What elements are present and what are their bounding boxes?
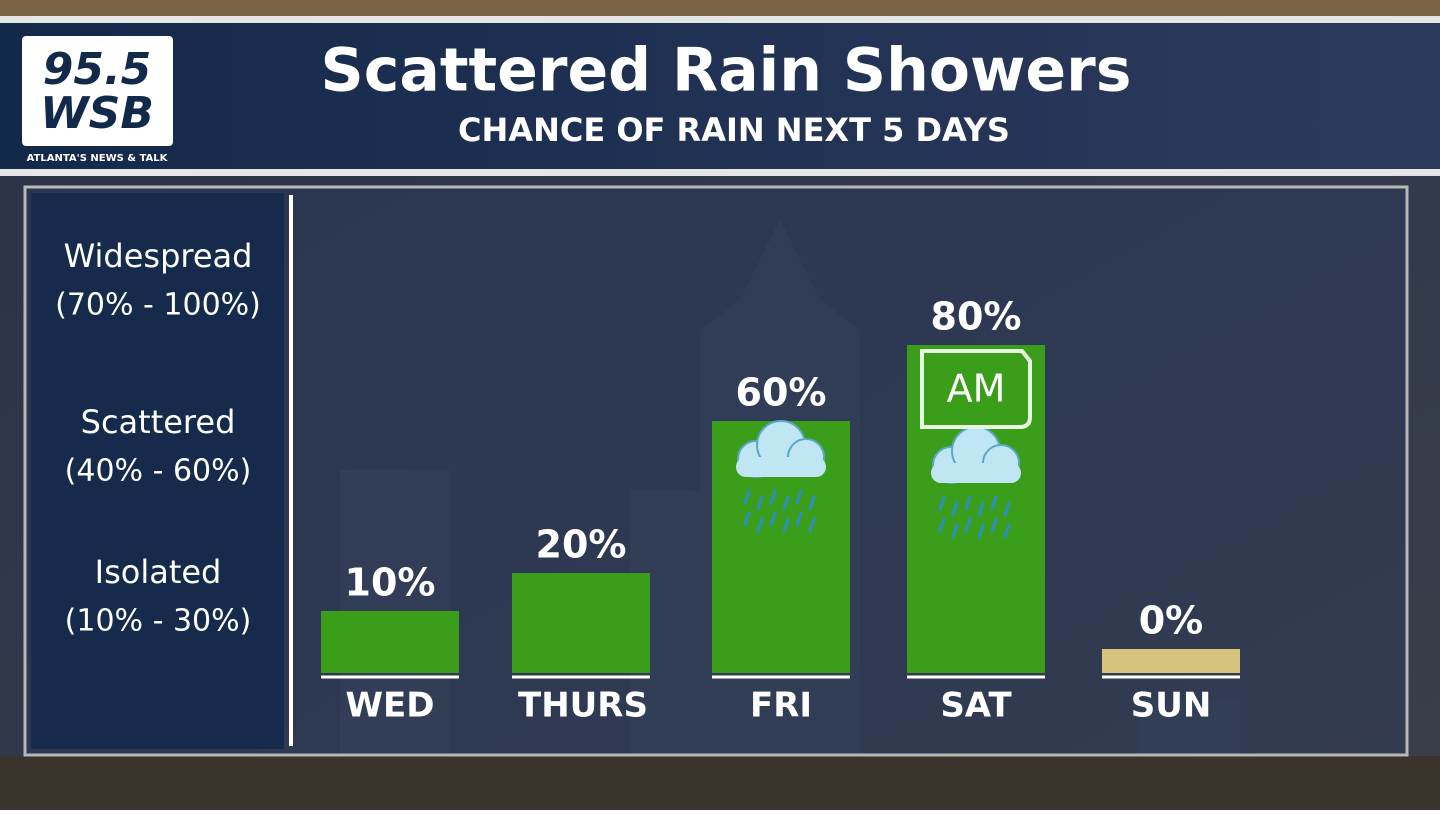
- rain-drop: [977, 501, 985, 517]
- band-label: Isolated: [95, 553, 222, 591]
- chart-title: Scattered Rain Showers: [321, 36, 1132, 106]
- band-label: Scattered: [81, 403, 236, 441]
- value-label: 20%: [536, 523, 627, 567]
- band-range: (70% - 100%): [55, 288, 261, 323]
- rain-drop: [756, 517, 764, 533]
- header-rule: [0, 169, 1440, 176]
- rain-drop: [938, 517, 946, 533]
- city-ground: [0, 756, 1440, 810]
- annotation-box: [920, 349, 1032, 429]
- rain-drop: [1003, 501, 1011, 517]
- band-panel: [31, 193, 284, 749]
- rain-drop: [769, 489, 777, 505]
- rain-icon: [736, 420, 826, 533]
- logo-box: [22, 36, 173, 146]
- value-label: 60%: [736, 371, 827, 415]
- x-tick-label: THURS: [518, 686, 648, 726]
- x-tick-label: FRI: [750, 686, 812, 726]
- header-rule: [0, 16, 1440, 23]
- rain-drop: [964, 517, 972, 533]
- header: [0, 23, 1440, 169]
- band-label: Widespread: [64, 237, 253, 275]
- value-label: 80%: [931, 295, 1022, 339]
- rain-drop: [990, 495, 998, 511]
- rain-drop: [1003, 523, 1011, 539]
- bar: [512, 573, 650, 673]
- value-label: 10%: [345, 561, 436, 605]
- logo-top: 95.5: [43, 44, 152, 95]
- top-strip: [0, 0, 1440, 16]
- value-label: 0%: [1139, 599, 1204, 643]
- bar: [1102, 649, 1240, 673]
- band-range: (10% - 30%): [65, 604, 252, 639]
- tagline: ATLANTA'S NEWS & TALK: [27, 153, 169, 164]
- bar: [907, 345, 1045, 673]
- rain-drop: [951, 523, 959, 539]
- annotation: AM: [947, 367, 1006, 411]
- rain-drop: [990, 517, 998, 533]
- rain-drop: [977, 523, 985, 539]
- x-tick-label: SUN: [1131, 686, 1212, 726]
- rain-drop: [743, 511, 751, 527]
- rain-drop: [808, 517, 816, 533]
- rain-drop: [782, 517, 790, 533]
- logo-bottom: WSB: [40, 88, 154, 139]
- rain-drop: [769, 511, 777, 527]
- rain-drop: [743, 489, 751, 505]
- chart-subtitle: CHANCE OF RAIN NEXT 5 DAYS: [458, 111, 1010, 149]
- band-range: (40% - 60%): [65, 454, 252, 489]
- rain-drop: [756, 495, 764, 511]
- rain-drop: [782, 495, 790, 511]
- rain-icon: [931, 426, 1021, 539]
- rain-drop: [795, 489, 803, 505]
- bar: [321, 611, 459, 673]
- rain-drop: [808, 495, 816, 511]
- rain-drop: [951, 501, 959, 517]
- x-tick-label: SAT: [940, 686, 1012, 726]
- cloud-base: [931, 463, 1021, 483]
- rain-drop: [938, 495, 946, 511]
- rain-drop: [964, 495, 972, 511]
- rain-drop: [795, 511, 803, 527]
- cloud-base: [736, 457, 826, 477]
- x-tick-label: WED: [346, 686, 435, 726]
